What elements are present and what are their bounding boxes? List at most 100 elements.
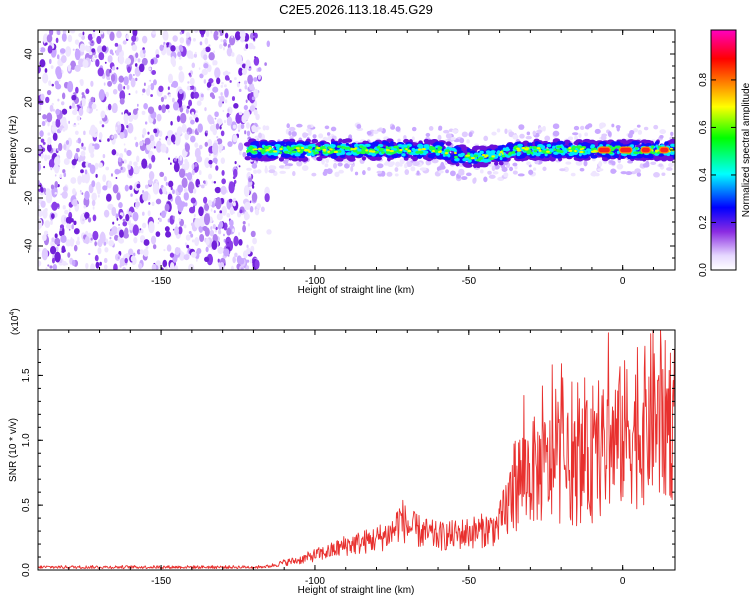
noise-blob — [133, 161, 138, 167]
noise-blob — [47, 132, 51, 136]
signal-blob — [521, 147, 526, 150]
signal-blob — [586, 148, 591, 152]
signal-halo — [625, 171, 633, 176]
signal-halo — [536, 129, 543, 134]
signal-halo — [578, 133, 582, 139]
signal-blob — [524, 147, 530, 150]
noise-blob — [183, 224, 187, 229]
signal-halo — [438, 125, 443, 131]
signal-halo — [627, 160, 634, 164]
noise-blob — [89, 164, 96, 175]
noise-blob — [148, 201, 151, 205]
noise-blob — [94, 254, 99, 262]
noise-blob — [194, 237, 200, 247]
noise-blob — [91, 192, 97, 202]
noise-blob — [179, 31, 183, 35]
signal-blob — [633, 141, 639, 146]
noise-blob — [90, 80, 94, 87]
noise-blob — [119, 152, 124, 159]
noise-blob — [91, 48, 96, 53]
signal-blob — [393, 145, 398, 149]
noise-blob — [218, 224, 221, 230]
noise-blob — [180, 250, 183, 254]
noise-blob — [40, 186, 44, 193]
noise-blob — [177, 184, 184, 193]
noise-blob — [73, 122, 76, 126]
noise-blob — [217, 258, 220, 263]
noise-blob — [103, 209, 110, 218]
noise-blob — [159, 138, 161, 141]
noise-blob — [233, 179, 237, 184]
signal-halo — [598, 161, 603, 167]
noise-blob — [84, 236, 90, 245]
signal-blob — [343, 138, 353, 143]
signal-blob — [302, 157, 308, 162]
signal-halo — [348, 134, 353, 140]
noise-blob — [41, 247, 49, 261]
noise-blob — [188, 206, 196, 214]
noise-blob — [150, 235, 157, 245]
noise-blob — [235, 55, 241, 65]
signal-halo — [512, 134, 519, 140]
noise-blob — [117, 157, 122, 163]
noise-blob — [72, 188, 76, 195]
noise-blob — [60, 55, 67, 64]
noise-blob — [141, 110, 146, 115]
noise-blob — [215, 196, 222, 210]
signal-blob — [672, 143, 675, 148]
noise-blob — [45, 192, 53, 204]
noise-blob — [149, 134, 155, 142]
noise-blob — [214, 117, 217, 120]
signal-blob — [443, 155, 450, 160]
noise-blob — [224, 88, 229, 98]
noise-blob — [224, 32, 229, 39]
noise-blob — [184, 242, 187, 246]
noise-blob — [245, 265, 250, 270]
signal-blob — [485, 150, 491, 154]
signal-halo — [670, 131, 674, 136]
noise-blob — [81, 161, 87, 168]
noise-blob — [226, 116, 233, 126]
noise-blob — [80, 150, 86, 157]
noise-blob — [95, 261, 100, 269]
signal-blob — [364, 143, 371, 148]
noise-blob — [228, 35, 236, 46]
noise-blob — [162, 186, 167, 195]
noise-blob — [220, 185, 227, 195]
signal-halo — [512, 170, 518, 175]
noise-blob — [169, 262, 175, 270]
signal-halo — [658, 163, 663, 167]
noise-blob — [180, 46, 184, 52]
noise-blob — [234, 252, 238, 258]
noise-blob — [48, 58, 52, 65]
signal-blob — [530, 151, 534, 155]
signal-halo — [321, 158, 325, 165]
noise-blob — [42, 141, 46, 145]
noise-blob — [78, 32, 83, 38]
signal-blob — [582, 150, 586, 154]
noise-blob — [191, 163, 195, 170]
noise-blob — [109, 31, 115, 42]
noise-blob — [153, 79, 157, 86]
noise-blob — [221, 81, 224, 85]
signal-halo — [343, 158, 348, 163]
noise-blob — [242, 224, 247, 233]
noise-blob — [239, 209, 243, 214]
noise-blob — [55, 108, 61, 116]
noise-blob — [151, 201, 155, 206]
x-tick-label: 0 — [620, 576, 626, 587]
noise-blob — [175, 223, 178, 227]
signal-peak — [640, 146, 651, 154]
signal-halo — [268, 169, 276, 174]
noise-blob — [250, 245, 255, 252]
noise-blob — [142, 128, 147, 136]
signal-halo — [611, 169, 617, 173]
signal-blob — [462, 158, 468, 162]
signal-blob — [305, 148, 310, 152]
noise-blob — [49, 265, 53, 269]
noise-blob — [107, 138, 110, 142]
noise-blob — [184, 132, 190, 141]
noise-blob — [83, 146, 87, 151]
noise-blob — [238, 232, 241, 236]
signal-blob — [455, 158, 460, 162]
